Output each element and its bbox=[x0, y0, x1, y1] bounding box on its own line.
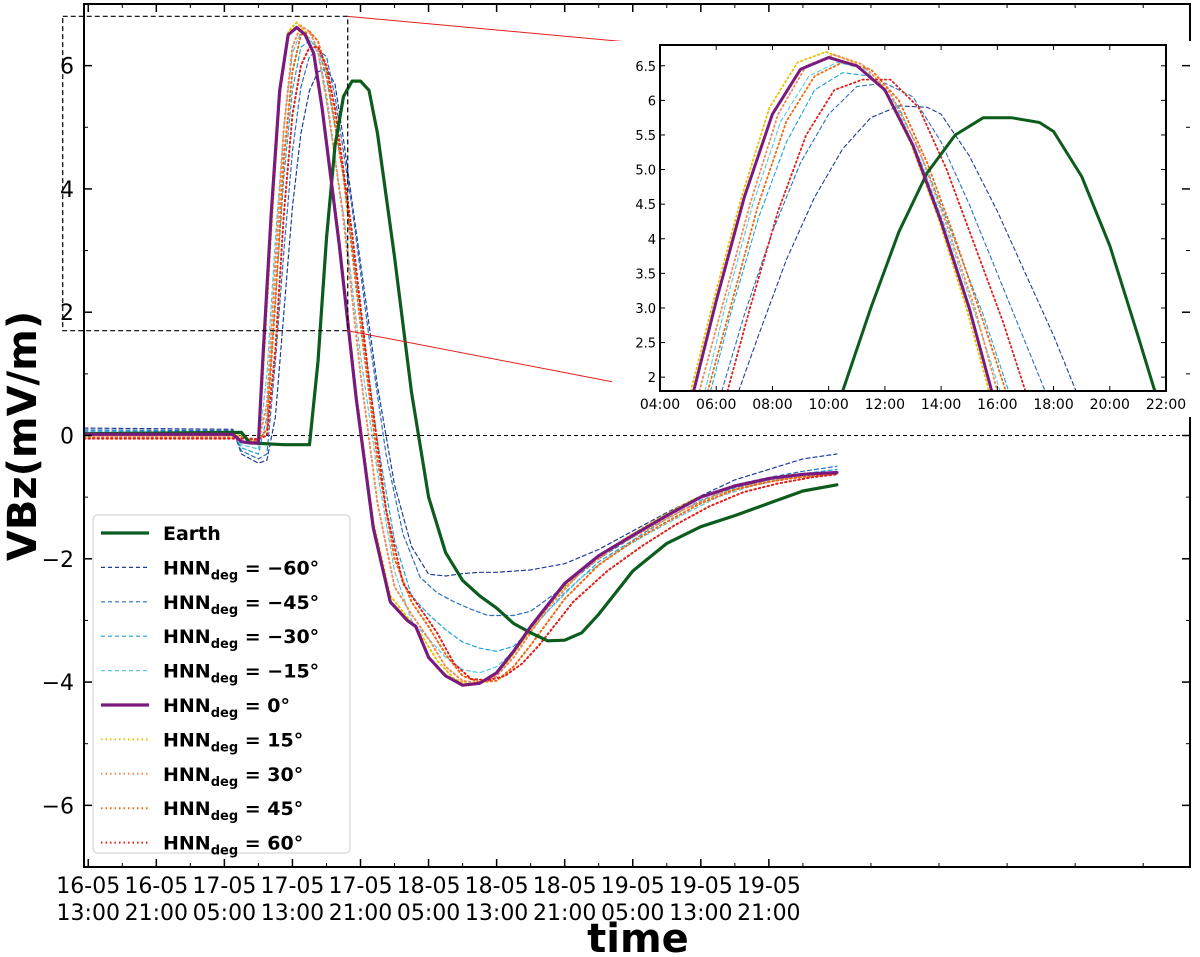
x-tick-label-time: 13:00 bbox=[669, 901, 732, 926]
series-line-hnn-60 bbox=[84, 46, 838, 682]
y-tick-label: 0 bbox=[60, 425, 74, 450]
legend-label-earth: Earth bbox=[163, 523, 221, 545]
legend-box bbox=[92, 514, 351, 854]
zoom-connector-bottom bbox=[347, 330, 661, 392]
main-plot-lines bbox=[84, 21, 1190, 687]
y-tick-label: 6 bbox=[60, 55, 74, 80]
series-line-earth bbox=[84, 79, 839, 643]
x-tick-label-time: 21:00 bbox=[125, 901, 188, 926]
legend-label-hnn-0: HNNdeg = 0° bbox=[163, 695, 290, 721]
x-axis-label: time bbox=[587, 916, 689, 957]
inset-x-tick-label: 12:00 bbox=[865, 397, 905, 413]
inset-y-tick-label: 3.0 bbox=[635, 302, 656, 317]
inset-y-tick-label: 4.5 bbox=[635, 198, 656, 213]
inset-y-tick-label: 2.5 bbox=[635, 337, 656, 352]
zoom-box-rect bbox=[62, 15, 349, 332]
inset-y-tick-label: 4 bbox=[648, 233, 656, 248]
series-line-hnn-0 bbox=[84, 25, 839, 687]
main-axes: 6420−2−4−616-0513:0016-0521:0017-0505:00… bbox=[42, 3, 1190, 926]
main-series-group bbox=[84, 21, 1190, 687]
x-tick-label-date: 17-05 bbox=[329, 874, 393, 899]
inset-series-line-hnn-30 bbox=[698, 53, 999, 391]
x-tick-label-date: 16-05 bbox=[56, 874, 120, 899]
x-tick-label-time: 05:00 bbox=[193, 901, 256, 926]
y-tick-label: −4 bbox=[42, 671, 74, 696]
x-tick-label-time: 13:00 bbox=[261, 901, 324, 926]
inset-y-tick-label: 5.0 bbox=[635, 164, 656, 179]
legend-label-hnn-15: HNNdeg = −15° bbox=[163, 661, 319, 687]
inset-series-line-earth bbox=[841, 116, 1157, 391]
inset-series-group bbox=[690, 51, 1157, 391]
x-tick-label-date: 16-05 bbox=[124, 874, 188, 899]
x-tick-label-date: 19-05 bbox=[601, 874, 665, 899]
series-line-hnn-45 bbox=[84, 30, 838, 684]
legend-label-hnn-30: HNNdeg = −30° bbox=[163, 626, 319, 652]
inset-y-tick-label: 6 bbox=[648, 94, 656, 109]
inset-x-tick-label: 18:00 bbox=[1033, 397, 1073, 413]
inset-x-tick-label: 08:00 bbox=[752, 397, 792, 413]
legend-label-hnn-45: HNNdeg = 45° bbox=[163, 798, 303, 824]
legend: Earth HNNdeg = −60° HNNdeg = −45° HNNdeg = … bbox=[92, 514, 351, 859]
inset-y-tick-label: 3.5 bbox=[635, 267, 656, 282]
inset-y-tick-label: 6.5 bbox=[635, 60, 656, 75]
x-tick-label-date: 18-05 bbox=[397, 874, 461, 899]
x-tick-label-time: 05:00 bbox=[601, 901, 664, 926]
series-line-hnn-15 bbox=[84, 31, 838, 674]
zoom-connector-top bbox=[347, 15, 661, 46]
x-tick-label-time: 05:00 bbox=[397, 901, 460, 926]
x-tick-label-date: 19-05 bbox=[669, 874, 733, 899]
x-tick-label-date: 18-05 bbox=[465, 874, 529, 899]
x-tick-label-time: 13:00 bbox=[57, 901, 120, 926]
inset-x-tick-label: 04:00 bbox=[640, 397, 680, 413]
y-tick-label: 4 bbox=[60, 178, 74, 203]
x-tick-label-date: 17-05 bbox=[192, 874, 256, 899]
inset-series-line-hnn-0 bbox=[692, 56, 994, 391]
y-axis-label: VBz(mV/m) bbox=[0, 311, 46, 561]
series-line-hnn-45 bbox=[84, 49, 838, 617]
y-tick-label: 2 bbox=[60, 301, 74, 326]
inset-series-line-hnn-60 bbox=[738, 105, 1077, 391]
legend-label-hnn-60: HNNdeg = 60° bbox=[163, 833, 303, 859]
inset-y-tick-label: 2 bbox=[648, 371, 656, 386]
inset-border bbox=[659, 44, 1167, 392]
inset-x-tick-label: 10:00 bbox=[808, 397, 848, 413]
series-line-hnn-60 bbox=[84, 68, 838, 577]
inset-x-tick-label: 22:00 bbox=[1146, 397, 1186, 413]
inset-series-line-hnn-60 bbox=[726, 78, 1027, 391]
x-tick-label-date: 19-05 bbox=[737, 874, 801, 899]
x-tick-label-time: 21:00 bbox=[329, 901, 392, 926]
inset-x-tick-label: 16:00 bbox=[977, 397, 1017, 413]
inset-series-line-hnn-45 bbox=[721, 82, 1046, 391]
legend-label-hnn-60: HNNdeg = −60° bbox=[163, 557, 319, 583]
x-tick-label-time: 21:00 bbox=[533, 901, 596, 926]
legend-label-hnn-30: HNNdeg = 30° bbox=[163, 764, 303, 790]
inset-x-tick-label: 06:00 bbox=[696, 397, 736, 413]
x-tick-label-time: 13:00 bbox=[465, 901, 528, 926]
x-tick-label-time: 21:00 bbox=[737, 901, 800, 926]
inset-series-line-hnn-30 bbox=[710, 72, 1010, 391]
y-tick-label: −2 bbox=[42, 548, 74, 573]
inset-plot: 2 2.5 3.0 3.5 4 4.5 5.0 5.5 6 6.5 04:00 06:00 08:00 1… bbox=[612, 41, 1200, 417]
legend-label-hnn-15: HNNdeg = 15° bbox=[163, 729, 303, 755]
series-line-hnn-30 bbox=[84, 24, 838, 685]
inset-y-tick-label: 5.5 bbox=[635, 129, 656, 144]
inset-x-tick-label: 14:00 bbox=[921, 397, 961, 413]
y-tick-label: −6 bbox=[42, 794, 74, 819]
zoom-indicator bbox=[62, 15, 661, 392]
inset-series-line-hnn-15 bbox=[704, 61, 1001, 391]
x-tick-label-date: 18-05 bbox=[533, 874, 597, 899]
inset-x-tick-label: 20:00 bbox=[1090, 397, 1130, 413]
x-tick-label-date: 17-05 bbox=[260, 874, 324, 899]
legend-label-hnn-45: HNNdeg = −45° bbox=[163, 592, 319, 618]
